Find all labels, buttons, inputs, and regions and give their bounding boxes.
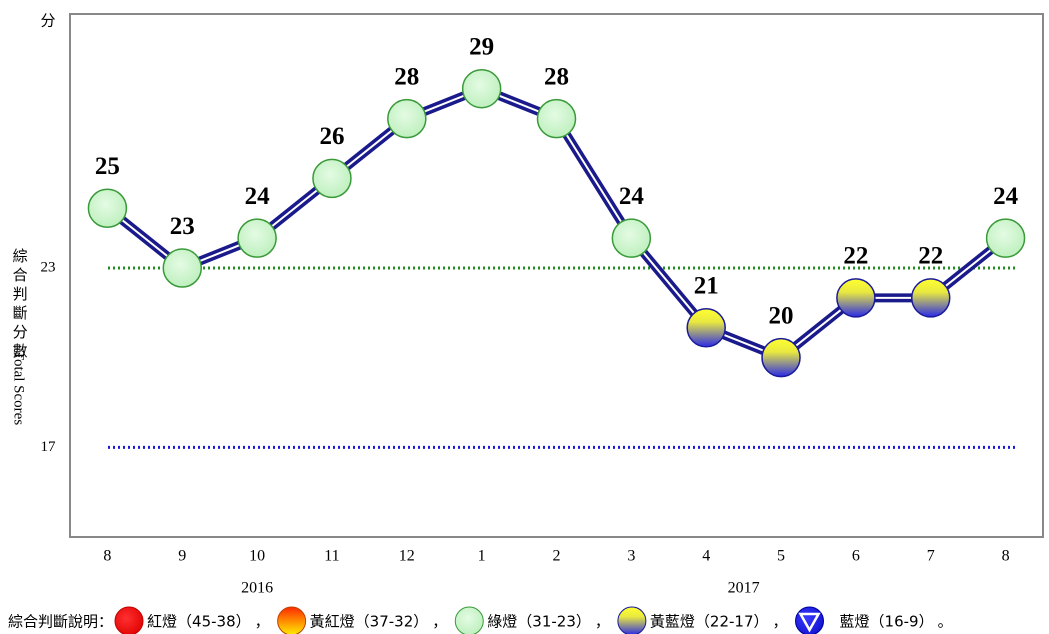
y-tick-label: 17: [41, 439, 57, 455]
year-label: 2017: [728, 580, 760, 597]
data-label: 22: [918, 243, 943, 270]
x-tick-label: 8: [103, 548, 111, 565]
x-tick-label: 9: [178, 548, 186, 565]
legend-label: 藍燈: [840, 613, 870, 631]
legend-range: （31-23）: [517, 613, 591, 631]
x-tick-label: 2: [553, 548, 561, 565]
legend-range: （22-17）: [695, 613, 769, 631]
y-unit-label: 分: [40, 12, 55, 29]
data-label: 21: [694, 273, 719, 300]
x-tick-label: 4: [702, 548, 710, 565]
marker: [686, 308, 726, 348]
x-tick-label: 12: [399, 548, 415, 565]
legend-punct: 。: [938, 613, 953, 631]
legend-punct: ，: [432, 613, 447, 631]
data-label: 29: [469, 33, 494, 60]
legend-range: （16-9）: [870, 613, 934, 631]
legend-icon: [277, 606, 307, 634]
data-label: 22: [843, 243, 868, 270]
marker: [985, 218, 1026, 258]
marker: [536, 98, 577, 139]
legend-label: 黃紅燈: [310, 613, 355, 631]
marker: [387, 98, 427, 139]
marker: [761, 337, 801, 378]
x-tick-label: 6: [852, 548, 860, 565]
marker: [162, 248, 203, 288]
x-tick-label: 7: [927, 548, 935, 565]
data-label: 20: [769, 302, 794, 329]
x-tick-label: 1: [478, 548, 486, 565]
data-label: 24: [245, 183, 271, 210]
x-tick-label: 8: [1002, 548, 1010, 565]
x-tick-label: 10: [249, 548, 265, 565]
marker: [237, 218, 277, 258]
data-label: 23: [170, 213, 195, 240]
data-label: 28: [544, 63, 569, 90]
legend-icon: [114, 606, 144, 634]
legend-label: 紅燈: [147, 613, 177, 631]
y-axis-label: 綜合判斷分數: [11, 248, 28, 362]
y-tick-label: 23: [41, 259, 56, 275]
marker: [611, 218, 652, 258]
legend-range: （37-32）: [355, 613, 429, 631]
data-label: 24: [993, 183, 1019, 210]
legend-range: （45-38）: [177, 613, 251, 631]
marker: [910, 278, 951, 318]
legend-icon: [617, 606, 647, 634]
legend-icon-triangle: [798, 612, 821, 633]
x-tick-label: 5: [777, 548, 785, 565]
data-label: 25: [95, 153, 120, 180]
year-label: 2016: [241, 580, 273, 597]
marker: [461, 68, 502, 109]
marker: [836, 278, 876, 318]
legend-punct: ，: [255, 613, 270, 631]
y-axis-label-en: Total Scores: [11, 351, 27, 426]
data-label: 26: [319, 123, 344, 150]
legend-label: 黃藍燈: [650, 613, 695, 631]
legend-label: 綠燈: [487, 613, 517, 631]
data-label: 24: [619, 183, 645, 210]
legend-title: 綜合判斷說明：: [8, 613, 113, 631]
legend-icon: [454, 606, 484, 634]
x-tick-label: 3: [627, 548, 635, 565]
data-label: 28: [394, 63, 419, 90]
legend-punct: ，: [773, 613, 788, 631]
marker: [312, 158, 352, 199]
x-tick-label: 11: [324, 548, 339, 565]
plot-frame: [69, 13, 1044, 538]
legend-punct: ，: [595, 613, 610, 631]
marker: [87, 188, 128, 229]
